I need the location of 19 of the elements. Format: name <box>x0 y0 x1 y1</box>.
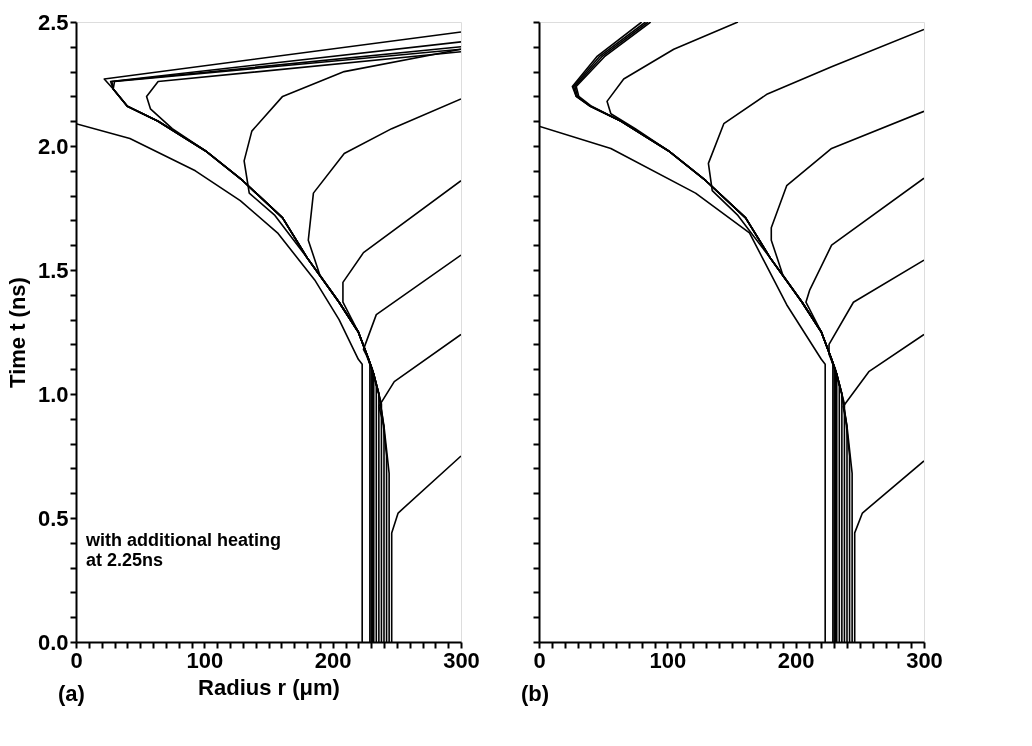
x-tick-label: 100 <box>186 647 224 673</box>
x-tick-label: 300 <box>906 647 943 673</box>
y-tick-label: 0.0 <box>37 629 69 655</box>
x-tick-label: 200 <box>314 647 352 673</box>
annotation: with additional heating at 2.25ns <box>85 530 281 570</box>
x-tick-label: 200 <box>777 647 815 673</box>
x-tick-label: 0 <box>70 647 83 673</box>
y-tick-label: 2.0 <box>37 133 69 159</box>
text: (a) <box>58 681 85 706</box>
y-tick-label: 1.0 <box>37 381 69 407</box>
y-tick-label: 1.5 <box>37 257 69 283</box>
text: (b) <box>521 681 550 706</box>
y-axis-title: Time t (ns) <box>4 277 30 388</box>
y-tick-label: 2.5 <box>37 9 69 35</box>
x-tick-label: 0 <box>533 647 546 673</box>
x-tick-label: 300 <box>443 647 480 673</box>
y-tick-label: 0.5 <box>37 505 69 531</box>
x-axis-title: Radius r (μm) <box>198 674 340 700</box>
x-tick-label: 100 <box>649 647 687 673</box>
